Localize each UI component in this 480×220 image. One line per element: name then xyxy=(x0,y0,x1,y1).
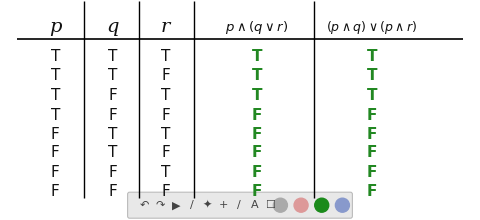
Text: F: F xyxy=(51,184,60,199)
Text: F: F xyxy=(161,108,170,123)
Text: F: F xyxy=(161,145,170,160)
Text: T: T xyxy=(252,68,262,83)
Text: F: F xyxy=(108,184,117,199)
Text: T: T xyxy=(108,145,118,160)
Text: $p\wedge(q\vee r)$: $p\wedge(q\vee r)$ xyxy=(225,19,288,36)
Text: T: T xyxy=(108,127,118,142)
Text: T: T xyxy=(161,127,170,142)
Text: F: F xyxy=(367,127,377,142)
Text: F: F xyxy=(252,165,262,180)
Text: T: T xyxy=(108,68,118,83)
Text: F: F xyxy=(252,184,262,199)
Text: F: F xyxy=(252,145,262,160)
Text: F: F xyxy=(108,108,117,123)
Text: ∕: ∕ xyxy=(190,200,193,210)
Text: ▶: ▶ xyxy=(172,200,180,210)
Text: F: F xyxy=(51,145,60,160)
Text: q: q xyxy=(107,18,119,37)
Text: ☐: ☐ xyxy=(265,200,276,210)
Text: T: T xyxy=(252,88,262,103)
Text: F: F xyxy=(367,108,377,123)
Text: T: T xyxy=(367,49,377,64)
Text: T: T xyxy=(50,68,60,83)
Text: T: T xyxy=(50,108,60,123)
Text: T: T xyxy=(161,88,170,103)
Text: F: F xyxy=(161,68,170,83)
Text: F: F xyxy=(108,88,117,103)
Text: F: F xyxy=(252,127,262,142)
Text: r: r xyxy=(161,18,170,37)
Text: T: T xyxy=(108,49,118,64)
Circle shape xyxy=(336,198,349,212)
Text: ↷: ↷ xyxy=(156,200,165,210)
Text: F: F xyxy=(161,184,170,199)
Text: F: F xyxy=(367,145,377,160)
Text: T: T xyxy=(50,49,60,64)
Text: F: F xyxy=(108,165,117,180)
Text: F: F xyxy=(51,127,60,142)
Text: F: F xyxy=(367,184,377,199)
Text: p: p xyxy=(49,18,61,37)
Text: ∕: ∕ xyxy=(237,200,241,210)
Text: T: T xyxy=(50,88,60,103)
Text: +: + xyxy=(218,200,228,210)
Text: T: T xyxy=(367,88,377,103)
Text: A: A xyxy=(251,200,259,210)
Circle shape xyxy=(294,198,308,212)
Circle shape xyxy=(274,198,288,212)
Text: T: T xyxy=(252,49,262,64)
Text: T: T xyxy=(161,165,170,180)
Text: T: T xyxy=(367,68,377,83)
Circle shape xyxy=(315,198,329,212)
Text: T: T xyxy=(161,49,170,64)
Text: $(p\wedge q)\vee(p\wedge r)$: $(p\wedge q)\vee(p\wedge r)$ xyxy=(326,19,418,36)
Text: F: F xyxy=(252,108,262,123)
Text: F: F xyxy=(51,165,60,180)
FancyBboxPatch shape xyxy=(128,192,352,218)
Text: ↶: ↶ xyxy=(140,200,149,210)
Text: F: F xyxy=(367,165,377,180)
Text: ✦: ✦ xyxy=(203,200,212,210)
